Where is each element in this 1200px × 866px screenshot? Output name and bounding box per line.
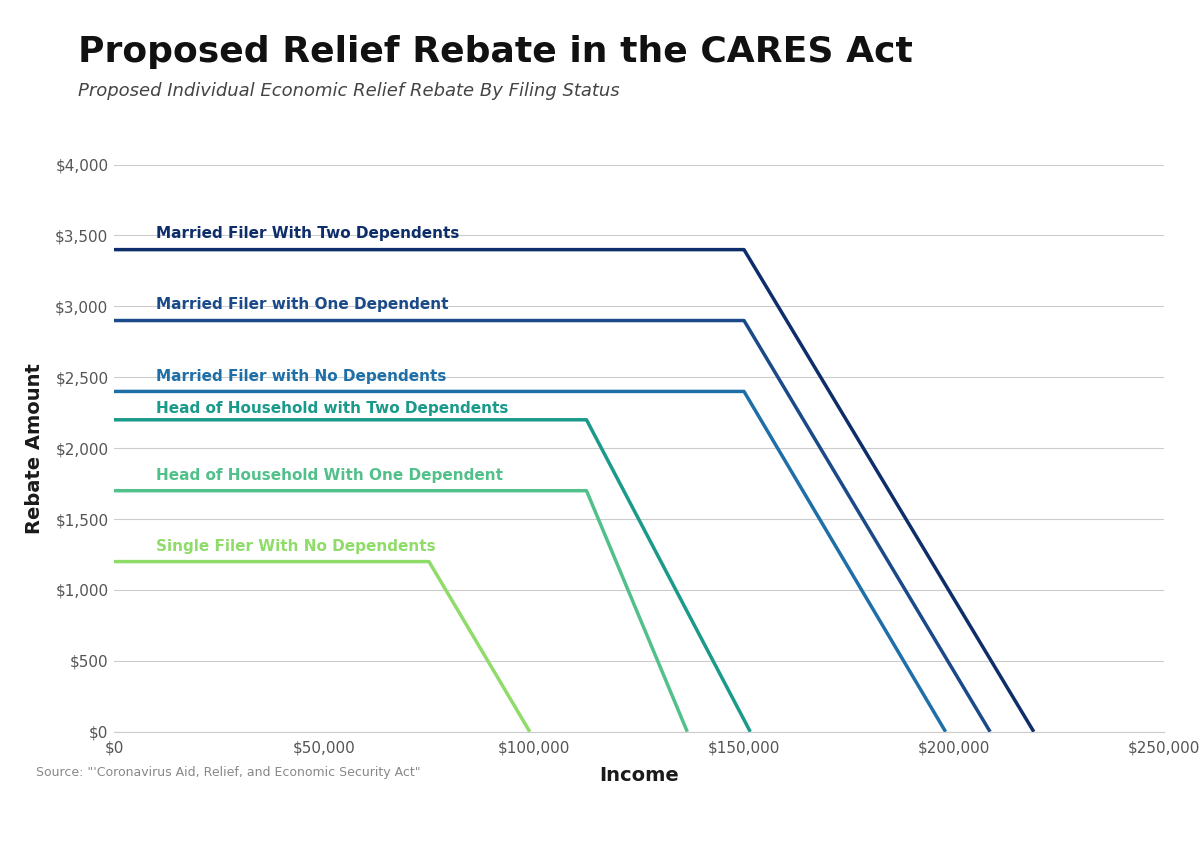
Text: Proposed Individual Economic Relief Rebate By Filing Status: Proposed Individual Economic Relief Reba… (78, 82, 619, 100)
Text: Head of Household With One Dependent: Head of Household With One Dependent (156, 468, 503, 483)
Text: Proposed Relief Rebate in the CARES Act: Proposed Relief Rebate in the CARES Act (78, 35, 913, 68)
Text: Head of Household with Two Dependents: Head of Household with Two Dependents (156, 401, 509, 416)
Text: TAX FOUNDATION: TAX FOUNDATION (22, 824, 215, 843)
Text: @TaxFoundation: @TaxFoundation (1031, 824, 1178, 843)
Text: Single Filer With No Dependents: Single Filer With No Dependents (156, 539, 436, 553)
Text: Married Filer With Two Dependents: Married Filer With Two Dependents (156, 226, 460, 241)
Y-axis label: Rebate Amount: Rebate Amount (25, 363, 44, 533)
Text: Married Filer with One Dependent: Married Filer with One Dependent (156, 297, 449, 312)
Text: Married Filer with No Dependents: Married Filer with No Dependents (156, 369, 446, 384)
X-axis label: Income: Income (599, 766, 679, 785)
Text: Source: "'Coronavirus Aid, Relief, and Economic Security Act": Source: "'Coronavirus Aid, Relief, and E… (36, 766, 421, 779)
